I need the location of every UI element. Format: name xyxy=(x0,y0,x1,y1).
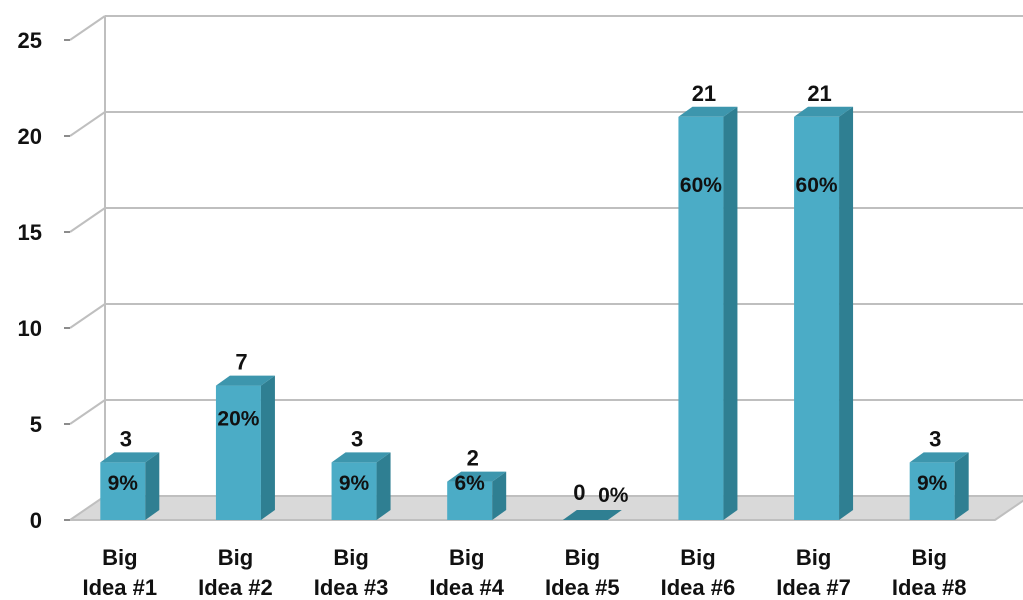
percent-label: 20% xyxy=(217,408,259,431)
y-axis: 0 5 10 15 20 25 xyxy=(18,28,70,533)
bar-front xyxy=(331,462,377,520)
x-tick-label: Big xyxy=(911,545,946,570)
x-tick-label: Big xyxy=(333,545,368,570)
bar-top xyxy=(331,452,391,463)
gridlines xyxy=(66,15,1023,521)
bar-top xyxy=(678,106,738,117)
bar-top xyxy=(100,452,160,463)
value-label: 3 xyxy=(120,426,132,451)
chart-floor xyxy=(66,495,1023,521)
bar-top xyxy=(215,375,275,386)
percent-label: 6% xyxy=(455,472,486,495)
gridline-side xyxy=(69,15,106,41)
bar-side xyxy=(954,452,969,520)
value-label: 2 xyxy=(467,446,479,471)
bar-big-idea-7 xyxy=(794,106,854,521)
bar-big-idea-5 xyxy=(562,510,622,520)
y-tick-label: 5 xyxy=(30,412,42,437)
x-tick-label: Idea #1 xyxy=(83,575,158,600)
percent-label: 60% xyxy=(796,174,838,197)
value-label: 7 xyxy=(235,350,247,375)
bars xyxy=(100,106,969,521)
gridline-side xyxy=(69,207,106,233)
x-tick-label: Idea #6 xyxy=(661,575,736,600)
x-tick-label: Big xyxy=(218,545,253,570)
bar-front xyxy=(909,462,955,520)
bar-big-idea-4 xyxy=(447,471,507,520)
percent-label: 9% xyxy=(108,472,139,495)
bar-big-idea-2 xyxy=(215,375,275,520)
percent-label: 60% xyxy=(680,174,722,197)
bar-top xyxy=(909,452,969,463)
y-tick-label: 25 xyxy=(18,28,42,53)
x-tick-label: Big xyxy=(680,545,715,570)
x-tick-label: Big xyxy=(102,545,137,570)
x-tick-label: Big xyxy=(796,545,831,570)
y-tick-label: 0 xyxy=(30,508,42,533)
x-tick-label: Big xyxy=(565,545,600,570)
percent-label: 9% xyxy=(917,472,948,495)
gridline-side xyxy=(69,111,106,137)
bar-big-idea-3 xyxy=(331,452,391,520)
value-label: 3 xyxy=(929,426,941,451)
bar-side xyxy=(839,106,854,521)
gridline-side xyxy=(69,399,106,425)
bar-big-idea-8 xyxy=(909,452,969,520)
bar-side xyxy=(376,452,391,520)
bar-top-zero xyxy=(562,510,622,520)
value-label: 3 xyxy=(351,426,363,451)
percent-label: 9% xyxy=(339,472,370,495)
gridline-side xyxy=(69,303,106,329)
bar-front xyxy=(794,116,840,521)
value-label: 21 xyxy=(807,81,831,106)
bar-front xyxy=(678,116,724,521)
bar-front xyxy=(447,481,493,520)
bar-side xyxy=(492,471,507,520)
bar-side xyxy=(145,452,160,520)
bar-side xyxy=(260,375,275,520)
x-axis: Big Idea #1 Big Idea #2 Big Idea #3 Big Idea #4… xyxy=(83,545,967,600)
bar-front xyxy=(100,462,146,520)
bar-side xyxy=(723,106,738,521)
x-tick-label: Big xyxy=(449,545,484,570)
bar-big-idea-1 xyxy=(100,452,160,520)
y-tick-label: 15 xyxy=(18,220,42,245)
x-tick-label: Idea #4 xyxy=(429,575,504,600)
x-tick-label: Idea #2 xyxy=(198,575,273,600)
y-tick-label: 20 xyxy=(18,124,42,149)
x-tick-label: Idea #3 xyxy=(314,575,389,600)
value-label: 21 xyxy=(692,81,716,106)
x-tick-label: Idea #7 xyxy=(776,575,851,600)
data-labels: 3 9% 7 20% 3 9% 26% 0 0% 21 60% 21 60% 3 9% xyxy=(108,81,948,507)
bar-top xyxy=(447,471,507,482)
bar-big-idea-6 xyxy=(678,106,738,521)
bar-top xyxy=(794,106,854,117)
bar-front xyxy=(215,385,261,520)
y-tick-label: 10 xyxy=(18,316,42,341)
percent-label: 0% xyxy=(598,484,629,507)
x-tick-label: Idea #8 xyxy=(892,575,967,600)
x-tick-label: Idea #5 xyxy=(545,575,620,600)
value-label: 0 xyxy=(573,480,585,505)
